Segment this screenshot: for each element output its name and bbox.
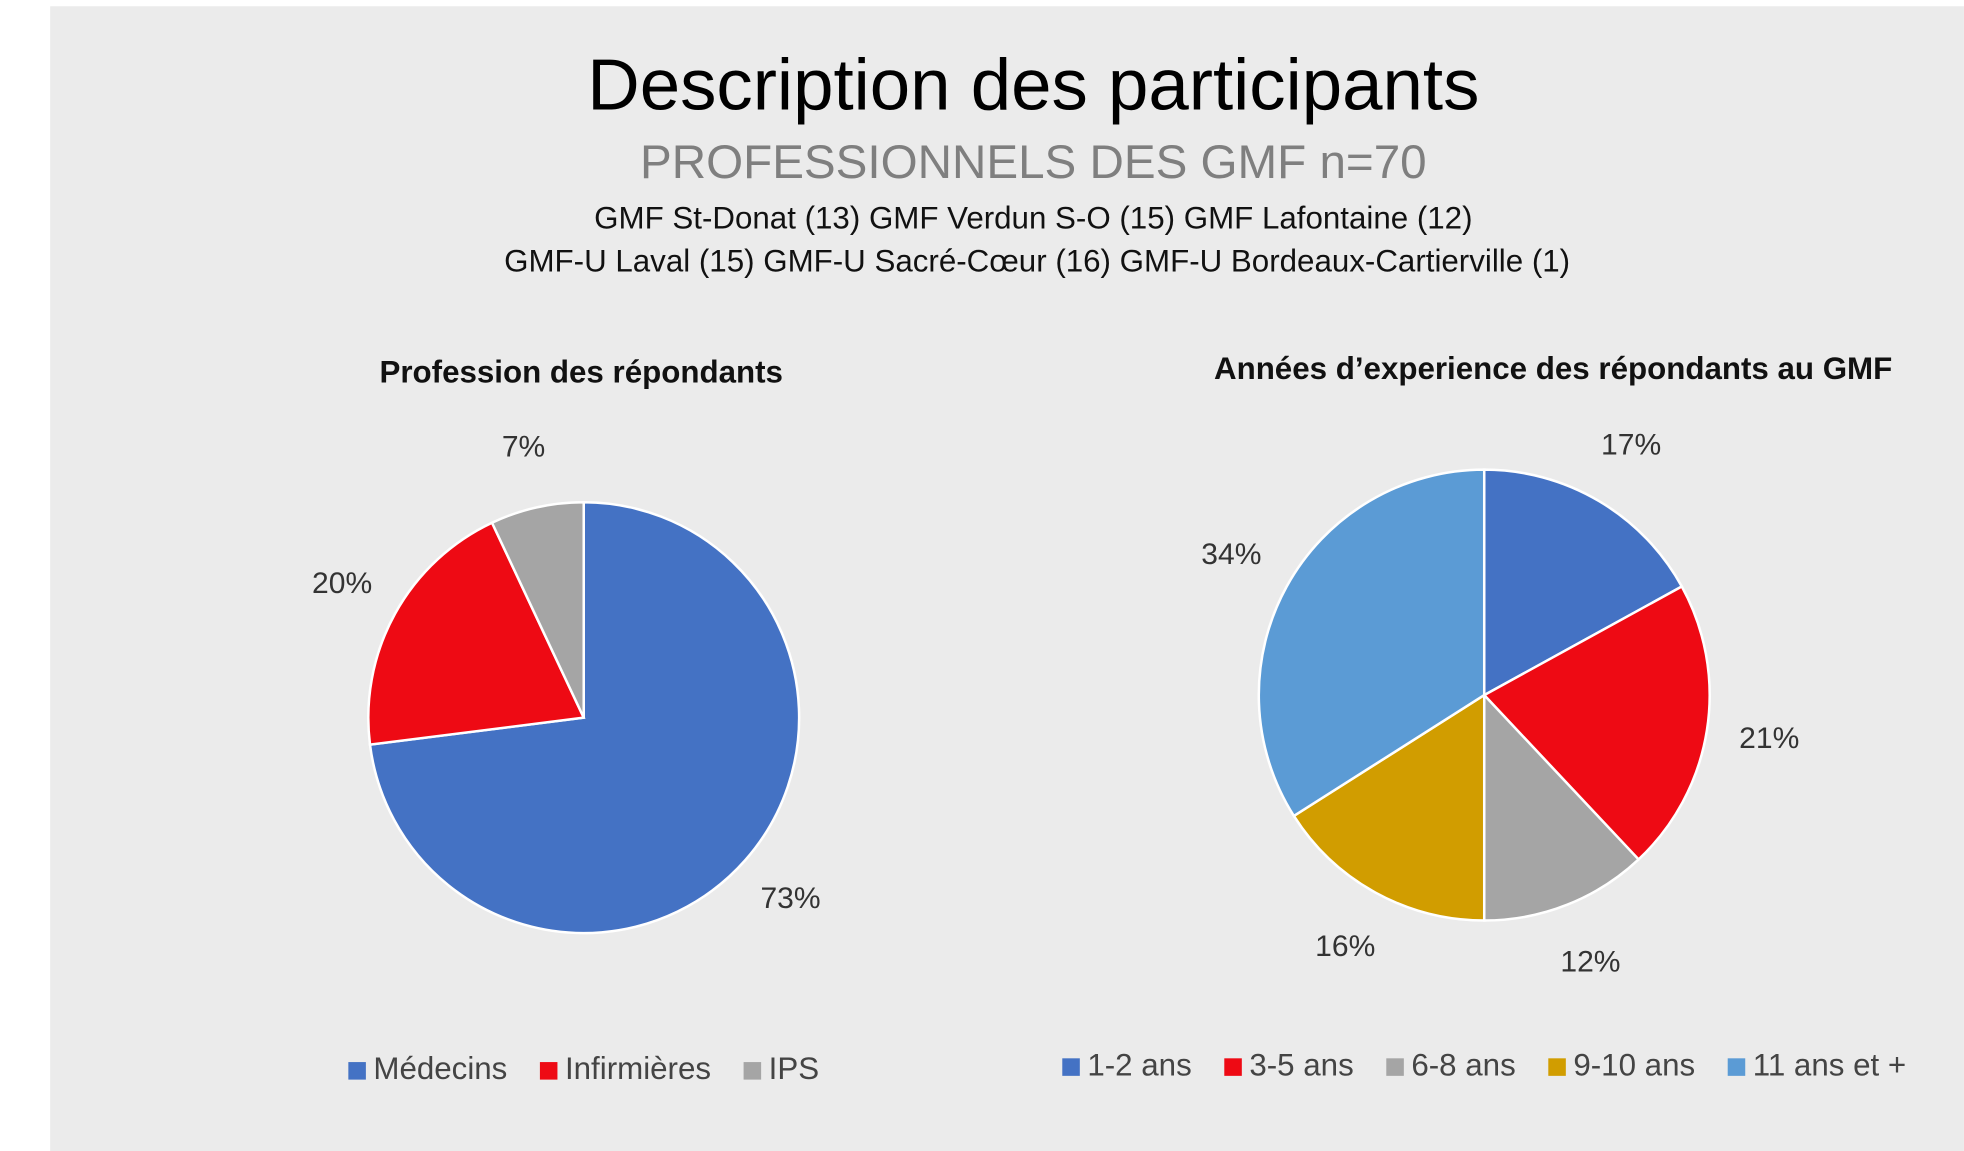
legend-swatch (1224, 1058, 1242, 1076)
slide-subtitle: PROFESSIONNELS DES GMF n=70 (640, 136, 1427, 189)
data-label: 16% (1315, 930, 1375, 963)
legend-label: IPS (769, 1051, 819, 1086)
legend-label: 3-5 ans (1249, 1047, 1353, 1082)
data-label: 7% (502, 430, 545, 463)
legend-swatch (1062, 1058, 1080, 1076)
pie-slice (1257, 468, 1486, 818)
chart-title: Années d’experience des répondants au GM… (1214, 351, 1892, 386)
chart-title: Profession des répondants (379, 355, 782, 390)
legend-swatch (1727, 1058, 1746, 1076)
legend-swatch (539, 1062, 558, 1080)
pie-slice (1482, 468, 1684, 698)
legend-label: Médecins (373, 1051, 507, 1086)
data-label: 21% (1739, 722, 1799, 755)
legend-label: Infirmières (565, 1051, 711, 1086)
legend-label: 11 ans et + (1753, 1047, 1906, 1082)
data-label: 12% (1560, 945, 1620, 978)
data-label: 34% (1201, 538, 1261, 571)
data-label: 17% (1601, 429, 1661, 462)
legend-swatch (1548, 1058, 1566, 1076)
pie-slice (1292, 692, 1486, 922)
slide-title: Description des participants (587, 44, 1479, 125)
data-label: 20% (312, 567, 372, 600)
site-list: GMF-U Laval (15) GMF-U Sacré-Cœur (16) G… (504, 243, 1570, 278)
data-label: 73% (760, 882, 820, 915)
legend-swatch (743, 1062, 762, 1080)
pie-slice (490, 500, 585, 719)
legend-swatch (1386, 1058, 1404, 1076)
legend-label: 9-10 ans (1573, 1047, 1695, 1082)
legend-label: 6-8 ans (1411, 1047, 1515, 1082)
pie-slice (1482, 691, 1641, 922)
legend-label: 1-2 ans (1087, 1047, 1191, 1082)
pie-slice (1482, 584, 1711, 862)
site-list: GMF St-Donat (13) GMF Verdun S-O (15) GM… (594, 201, 1472, 236)
pie-slice (367, 521, 586, 747)
legend-swatch (348, 1062, 366, 1080)
